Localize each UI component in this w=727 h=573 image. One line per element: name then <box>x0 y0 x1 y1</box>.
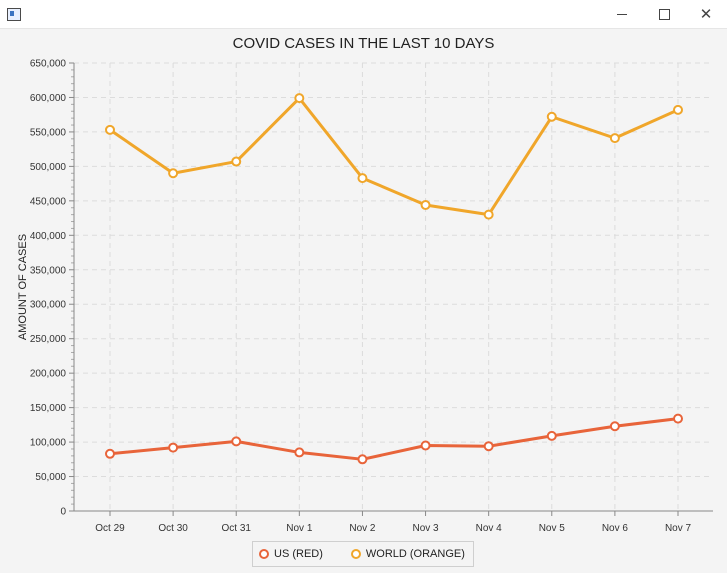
close-icon: ✕ <box>699 5 713 23</box>
app-icon <box>7 8 21 21</box>
window-titlebar: ✕ <box>0 0 727 29</box>
minimize-button[interactable] <box>601 0 643 28</box>
y-tick-label: 150,000 <box>30 403 67 414</box>
data-point-0-2 <box>231 436 242 447</box>
y-tick-label: 650,000 <box>30 59 67 70</box>
y-tick-label: 350,000 <box>30 265 67 276</box>
data-point-1-1 <box>168 168 179 179</box>
data-point-0-4 <box>357 454 368 465</box>
minimize-icon <box>617 13 627 15</box>
data-point-1-8 <box>609 133 620 144</box>
y-tick-label: 0 <box>60 507 66 518</box>
y-tick-label: 500,000 <box>30 162 67 173</box>
data-point-0-0 <box>105 448 115 459</box>
x-tick-label: Nov 5 <box>539 523 566 534</box>
data-point-0-9 <box>673 413 683 424</box>
y-tick-label: 450,000 <box>30 196 67 207</box>
maximize-icon <box>658 8 670 20</box>
data-point-0-7 <box>546 430 557 441</box>
data-point-1-2 <box>231 156 242 167</box>
y-tick-label: 400,000 <box>30 231 67 242</box>
legend-label-us: US (RED) <box>274 548 323 560</box>
x-tick-label: Nov 1 <box>286 523 313 534</box>
x-tick-label: Nov 7 <box>665 523 692 534</box>
data-point-0-1 <box>168 442 179 453</box>
legend-marker-us <box>259 549 269 559</box>
legend-marker-world <box>350 549 361 559</box>
legend-label-world: WORLD (ORANGE) <box>365 548 465 560</box>
data-point-0-8 <box>609 421 620 432</box>
chart-title: COVID CASES IN THE LAST 10 DAYS <box>232 35 495 52</box>
series-points <box>105 93 683 465</box>
legend-item-us: US (RED) <box>259 548 323 560</box>
close-button[interactable]: ✕ <box>685 0 727 28</box>
y-tick-label: 550,000 <box>30 127 67 138</box>
data-point-1-5 <box>420 199 431 210</box>
data-point-1-6 <box>483 209 494 220</box>
chart-legend: US (RED) WORLD (ORANGE) <box>252 541 474 567</box>
y-tick-label: 200,000 <box>30 369 67 380</box>
grid-lines <box>74 62 713 511</box>
series-line-0 <box>109 417 679 461</box>
y-tick-label: 600,000 <box>30 93 67 104</box>
y-tick-label: 250,000 <box>30 334 67 345</box>
x-tick-label: Nov 3 <box>412 523 439 534</box>
y-tick-label: 100,000 <box>30 438 67 449</box>
data-point-0-3 <box>294 447 305 458</box>
x-tick-label: Nov 6 <box>602 523 629 534</box>
x-tick-label: Oct 31 <box>221 523 251 534</box>
data-point-1-9 <box>673 104 683 115</box>
data-point-1-0 <box>105 124 115 135</box>
data-point-1-4 <box>357 173 368 184</box>
tick-labels: 0 50,000 100,000 150,000 200,000 250,000 300,0… <box>30 59 692 535</box>
y-tick-label: 50,000 <box>35 472 66 483</box>
y-tick-label: 300,000 <box>30 300 67 311</box>
series-lines <box>109 96 679 461</box>
axes <box>69 62 713 516</box>
x-tick-label: Nov 2 <box>349 523 376 534</box>
x-tick-label: Oct 29 <box>95 523 125 534</box>
data-point-0-6 <box>483 441 494 452</box>
legend-item-world: WORLD (ORANGE) <box>350 548 465 560</box>
data-point-1-3 <box>294 93 305 104</box>
x-tick-label: Oct 30 <box>158 523 188 534</box>
x-tick-label: Nov 4 <box>476 523 503 534</box>
maximize-button[interactable] <box>643 0 685 28</box>
data-point-0-5 <box>420 440 431 451</box>
data-point-1-7 <box>546 111 557 122</box>
y-axis-label: AMOUNT OF CASES <box>17 234 29 340</box>
series-line-1 <box>109 96 679 217</box>
